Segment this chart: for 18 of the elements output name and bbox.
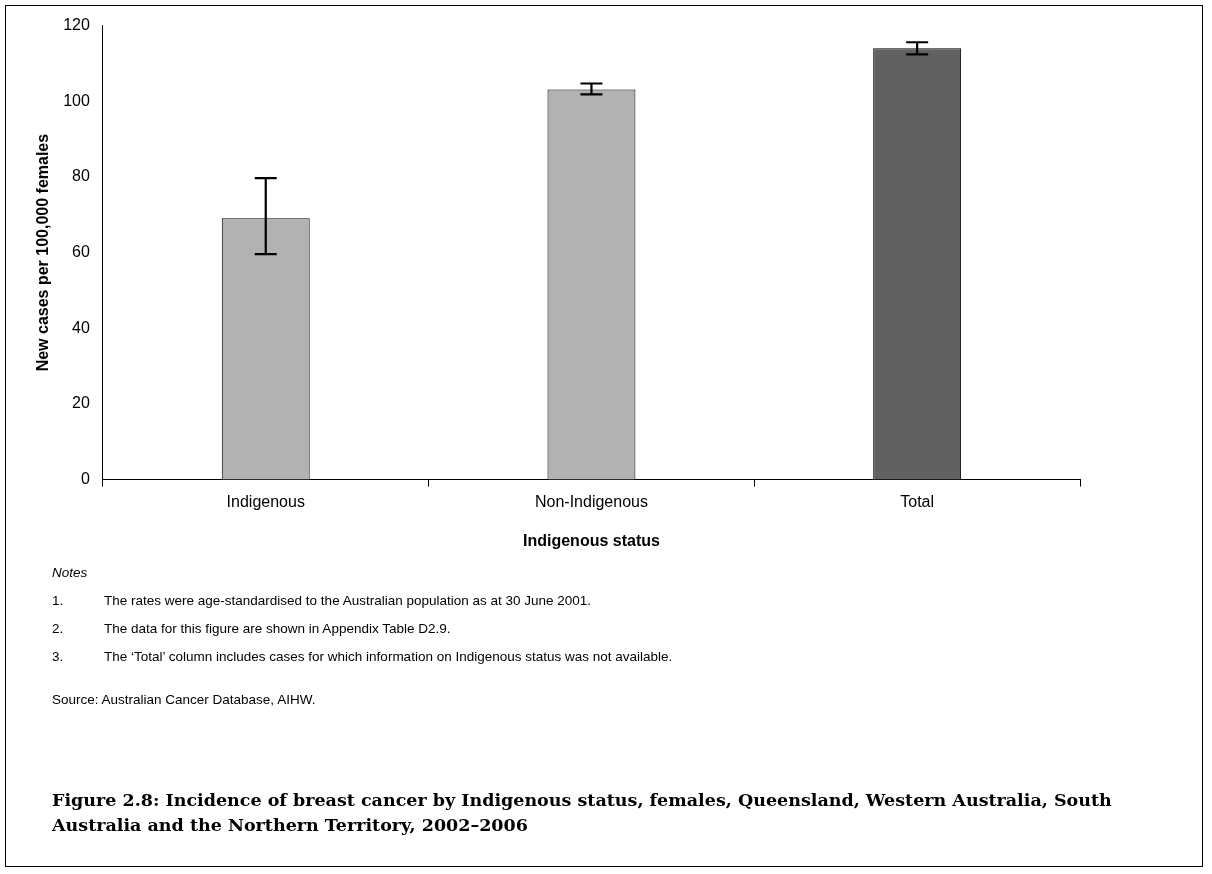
y-tick-label: 0 bbox=[80, 470, 90, 488]
source-note: Source: Australian Cancer Database, AIHW. bbox=[52, 692, 317, 707]
y-tick-label: 40 bbox=[72, 318, 90, 336]
text: Figure 2.8: Incidence of breast cancer by Indigenous status, females, Queensland, Western Australia, South Australia and the Northern Territory, 2002–2006 bbox=[52, 789, 1113, 837]
x-tick-label: Non-Indigenous bbox=[534, 492, 648, 510]
text: Notes bbox=[52, 565, 89, 580]
text: 1. The rates were age-standardised to the Australian population as at 30 June 2001. bbox=[52, 593, 592, 608]
x-tick-label: Total bbox=[900, 492, 935, 510]
y-tick-label: 80 bbox=[72, 167, 90, 185]
y-axis-title: New cases per 100,000 females bbox=[34, 133, 52, 372]
x-tick-label: Indigenous bbox=[226, 492, 305, 510]
y-tick-label: 120 bbox=[63, 16, 90, 34]
y-tick-label: 60 bbox=[72, 243, 90, 261]
y-tick-label: 100 bbox=[63, 91, 90, 109]
text: 3. The ‘Total’ column includes cases for which information on Indigenous status was not available. bbox=[52, 649, 673, 664]
y-tick-label: 20 bbox=[72, 394, 90, 412]
text: 2. The data for this figure are shown in Appendix Table D2.9. bbox=[52, 621, 451, 636]
x-axis-title: Indigenous status bbox=[522, 531, 660, 549]
